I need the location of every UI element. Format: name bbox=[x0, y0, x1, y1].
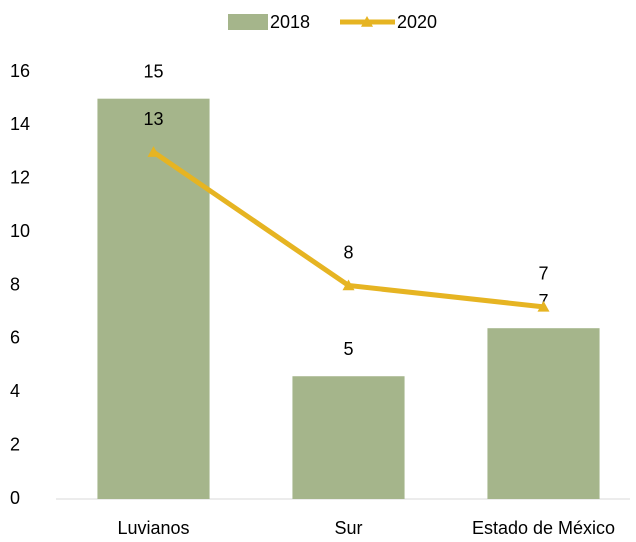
line-marker bbox=[342, 279, 355, 291]
legend-label: 2018 bbox=[270, 12, 310, 32]
y-tick-label: 0 bbox=[10, 488, 20, 508]
bar bbox=[292, 376, 405, 499]
y-tick-label: 14 bbox=[10, 114, 30, 134]
y-tick-label: 12 bbox=[10, 168, 30, 188]
y-tick-label: 6 bbox=[10, 328, 20, 348]
y-tick-label: 8 bbox=[10, 274, 20, 294]
data-label: 7 bbox=[538, 264, 548, 284]
x-tick-label: Estado de México bbox=[472, 518, 615, 538]
bar bbox=[97, 98, 210, 499]
y-tick-label: 4 bbox=[10, 381, 20, 401]
data-label: 15 bbox=[143, 61, 163, 81]
y-tick-label: 10 bbox=[10, 221, 30, 241]
line-marker bbox=[537, 300, 550, 312]
legend-marker bbox=[361, 16, 373, 27]
x-tick-label: Luvianos bbox=[117, 518, 189, 538]
data-label: 5 bbox=[343, 339, 353, 359]
y-tick-label: 2 bbox=[10, 434, 20, 454]
line-marker bbox=[147, 146, 160, 157]
legend-swatch bbox=[228, 14, 268, 30]
data-label: 8 bbox=[343, 242, 353, 262]
y-tick-label: 16 bbox=[10, 61, 30, 81]
data-label: 13 bbox=[143, 109, 163, 129]
x-tick-label: Sur bbox=[334, 518, 362, 538]
legend-label: 2020 bbox=[397, 12, 437, 32]
bar bbox=[487, 328, 600, 499]
